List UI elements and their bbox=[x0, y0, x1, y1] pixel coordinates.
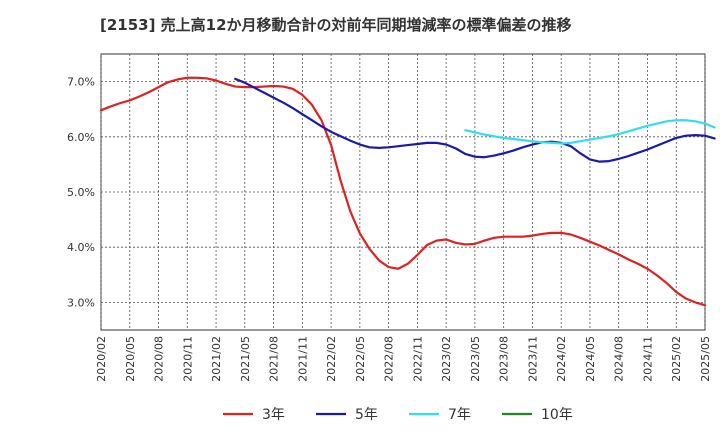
x-tick-label: 2020/02 bbox=[95, 336, 108, 382]
series-line-1 bbox=[99, 76, 707, 307]
x-tick-label: 2021/05 bbox=[239, 336, 252, 382]
y-tick-label: 4.0% bbox=[67, 241, 95, 254]
y-tick-label: 6.0% bbox=[67, 131, 95, 144]
series-lines bbox=[99, 76, 716, 307]
series-line-2 bbox=[234, 77, 716, 163]
x-tick-label: 2025/02 bbox=[670, 336, 683, 382]
y-tick-label: 7.0% bbox=[67, 76, 95, 89]
x-tick-label: 2023/05 bbox=[469, 336, 482, 382]
y-tick-label: 5.0% bbox=[67, 186, 95, 199]
x-tick-label: 2021/08 bbox=[268, 336, 281, 382]
x-axis-ticks: 2020/02 2020/05 2020/08 2020/11 2021/02 2021/… bbox=[95, 336, 712, 382]
legend-label-7y: 7年 bbox=[448, 407, 471, 423]
x-tick-label: 2020/11 bbox=[181, 336, 194, 382]
series-line-3 bbox=[464, 119, 716, 145]
x-tick-label: 2024/08 bbox=[613, 336, 626, 382]
x-tick-label: 2024/02 bbox=[555, 336, 568, 382]
x-tick-label: 2023/08 bbox=[498, 336, 511, 382]
x-tick-label: 2020/08 bbox=[153, 336, 166, 382]
x-tick-label: 2022/11 bbox=[411, 336, 424, 382]
legend: 3年 5年 7年 10年 bbox=[223, 407, 573, 423]
legend-item-10y[interactable]: 10年 bbox=[502, 407, 573, 423]
legend-item-5y[interactable]: 5年 bbox=[316, 407, 378, 423]
x-tick-label: 2023/02 bbox=[440, 336, 453, 382]
x-tick-label: 2022/02 bbox=[325, 336, 338, 382]
chart-title: [2153] 売上高12か月移動合計の対前年同期増減率の標準偏差の推移 bbox=[100, 16, 572, 34]
legend-item-3y[interactable]: 3年 bbox=[223, 407, 285, 423]
legend-label-10y: 10年 bbox=[541, 407, 573, 423]
y-axis-ticks: 3.0% 4.0% 5.0% 6.0% 7.0% bbox=[67, 76, 95, 310]
legend-label-3y: 3年 bbox=[262, 407, 285, 423]
grid bbox=[100, 54, 706, 330]
x-tick-label: 2020/05 bbox=[124, 336, 137, 382]
x-tick-label: 2021/11 bbox=[296, 336, 309, 382]
legend-item-7y[interactable]: 7年 bbox=[409, 407, 471, 423]
x-tick-label: 2024/11 bbox=[641, 336, 654, 382]
x-tick-label: 2022/05 bbox=[354, 336, 367, 382]
x-tick-label: 2023/11 bbox=[526, 336, 539, 382]
x-tick-label: 2025/05 bbox=[699, 336, 712, 382]
y-tick-label: 3.0% bbox=[67, 296, 95, 309]
x-tick-label: 2022/08 bbox=[383, 336, 396, 382]
legend-label-5y: 5年 bbox=[355, 407, 378, 423]
x-tick-label: 2024/05 bbox=[584, 336, 597, 382]
x-tick-label: 2021/02 bbox=[210, 336, 223, 382]
